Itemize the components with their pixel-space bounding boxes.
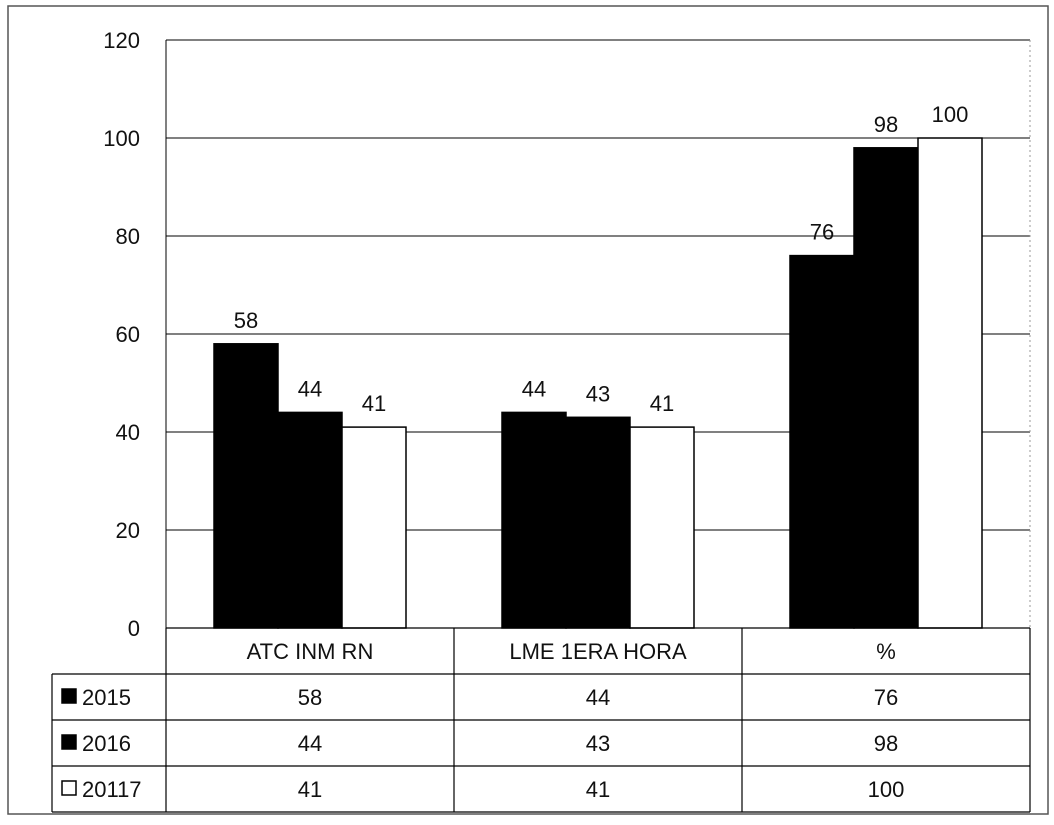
data-label-2015-0: 58 <box>234 308 258 333</box>
bar-20117-2 <box>917 137 983 629</box>
table-cell-20117-1: 41 <box>586 777 610 802</box>
legend-swatch-2015 <box>61 688 77 704</box>
legend-swatch-2016 <box>61 734 77 750</box>
data-labels: 58 44 41 44 43 41 76 98 100 <box>234 102 969 416</box>
y-tick-label-100: 100 <box>103 126 140 151</box>
y-tick-label-60: 60 <box>116 322 140 347</box>
table-header-0: ATC INM RN <box>247 639 374 664</box>
data-table: ATC INM RN LME 1ERA HORA % 2015 58 44 76 2016 44… <box>51 627 1031 813</box>
y-tick-label-120: 120 <box>103 28 140 53</box>
table-cell-2016-2: 98 <box>874 731 898 756</box>
bar-2015-0 <box>213 343 279 629</box>
legend-label-2015: 2015 <box>82 685 131 710</box>
table-cell-2016-1: 43 <box>586 731 610 756</box>
table-cell-2015-1: 44 <box>586 685 610 710</box>
data-label-20117-0: 41 <box>362 391 386 416</box>
table-cell-2015-0: 58 <box>298 685 322 710</box>
bar-2016-2 <box>853 147 919 629</box>
bar-20117-0 <box>341 426 407 629</box>
legend-swatch-20117 <box>61 780 77 796</box>
y-tick-label-20: 20 <box>116 518 140 543</box>
table-header-2: % <box>876 639 896 664</box>
bar-20117-1 <box>629 426 695 629</box>
bar-2016-1 <box>565 416 631 629</box>
y-tick-label-40: 40 <box>116 420 140 445</box>
data-label-2015-1: 44 <box>522 376 546 401</box>
table-header-1: LME 1ERA HORA <box>509 639 687 664</box>
bar-2016-0 <box>277 411 343 629</box>
data-label-2016-1: 43 <box>586 381 610 406</box>
bar-2015-2 <box>789 254 855 629</box>
table-cell-2015-2: 76 <box>874 685 898 710</box>
data-label-20117-2: 100 <box>932 102 969 127</box>
y-axis: 0 20 40 60 80 100 120 <box>103 28 140 641</box>
legend-label-2016: 2016 <box>82 731 131 756</box>
table-cell-20117-0: 41 <box>298 777 322 802</box>
bars <box>213 137 983 629</box>
data-label-2016-0: 44 <box>298 376 322 401</box>
y-tick-label-80: 80 <box>116 224 140 249</box>
table-cell-2016-0: 44 <box>298 731 322 756</box>
y-tick-label-0: 0 <box>128 616 140 641</box>
data-label-2016-2: 98 <box>874 112 898 137</box>
data-label-2015-2: 76 <box>810 220 834 245</box>
table-cell-20117-2: 100 <box>868 777 905 802</box>
legend-label-20117: 20117 <box>82 777 142 802</box>
data-label-20117-1: 41 <box>650 391 674 416</box>
bar-2015-1 <box>501 411 567 629</box>
chart-frame <box>7 5 1049 815</box>
